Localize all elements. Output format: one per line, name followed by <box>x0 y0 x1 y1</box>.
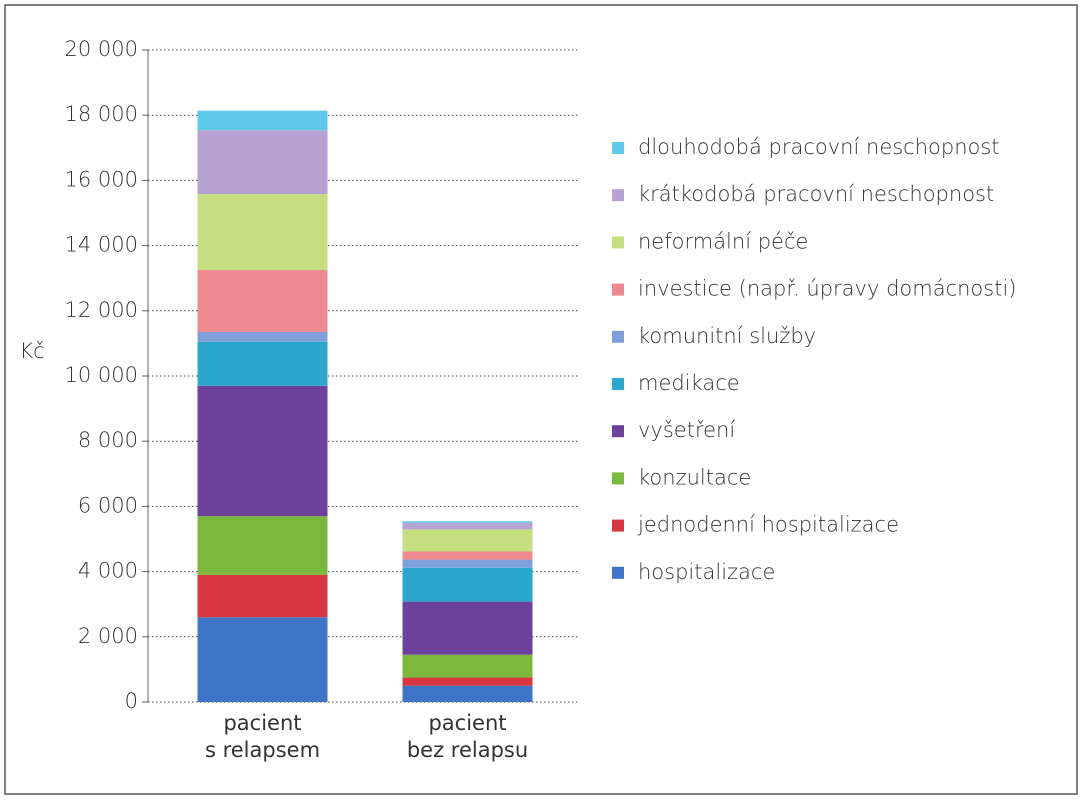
bar-segment <box>197 130 328 195</box>
legend-swatch <box>612 566 624 579</box>
y-tick-label: 0 <box>125 689 138 713</box>
y-tick-label: 8 000 <box>78 428 138 452</box>
y-tick-label: 10 000 <box>65 363 138 387</box>
bar-segment <box>197 270 328 332</box>
legend-label: krátkodobá pracovní neschopnost <box>638 182 994 206</box>
legend-swatch <box>612 472 624 485</box>
legend-swatch <box>612 189 624 202</box>
bar-segment <box>402 521 533 523</box>
legend-swatch <box>612 519 624 532</box>
y-tick-label: 6 000 <box>78 493 138 517</box>
y-axis-label: Kč <box>19 339 44 363</box>
legend-swatch <box>612 330 624 343</box>
legend-label: neformální péče <box>638 229 808 253</box>
y-tick-label: 20 000 <box>65 37 138 61</box>
x-tick-label: pacient s relapsem <box>204 711 321 762</box>
bar-segment <box>197 385 328 517</box>
legend-label: dlouhodobá pracovní neschopnost <box>638 135 1000 159</box>
bar-segment <box>402 654 533 678</box>
bar-segment <box>402 551 533 560</box>
bar-segment <box>402 567 533 602</box>
bar-segment <box>197 574 328 618</box>
y-tick-label: 4 000 <box>78 559 138 583</box>
legend-swatch <box>612 142 624 154</box>
legend-label: vyšetření <box>638 418 735 442</box>
y-tick-label: 14 000 <box>65 233 138 257</box>
y-tick-label: 18 000 <box>65 102 138 126</box>
legend-label: investice (např. úpravy domácnosti) <box>638 277 1016 301</box>
legend-label: komunitní služby <box>638 324 816 348</box>
bar-segment <box>402 529 533 552</box>
frame <box>4 4 1078 795</box>
bar-segment <box>197 194 328 271</box>
x-tick-label: pacient bez relapsu <box>406 711 529 762</box>
bar-segment <box>402 559 533 568</box>
y-tick-label: 12 000 <box>65 298 138 322</box>
y-tick-label: 16 000 <box>65 167 138 191</box>
legend-label: konzultace <box>638 465 751 489</box>
bar-segment <box>197 331 328 342</box>
legend-label: hospitalizace <box>638 560 775 584</box>
y-tick-label: 2 000 <box>78 624 138 648</box>
bar-segment <box>402 677 533 686</box>
bar-segment <box>402 522 533 530</box>
legend-swatch <box>612 283 624 296</box>
legend-swatch <box>612 425 624 438</box>
bar-segment <box>197 341 328 386</box>
bar-segment <box>197 110 328 131</box>
legend-swatch <box>612 236 624 249</box>
bar-segment <box>197 617 328 702</box>
bar-segment <box>402 601 533 655</box>
legend-swatch <box>612 378 624 390</box>
bar-segment <box>197 516 328 575</box>
bar-segment <box>402 685 533 702</box>
legend-label: medikace <box>638 371 740 395</box>
legend-label: jednodenní hospitalizace <box>637 513 899 537</box>
